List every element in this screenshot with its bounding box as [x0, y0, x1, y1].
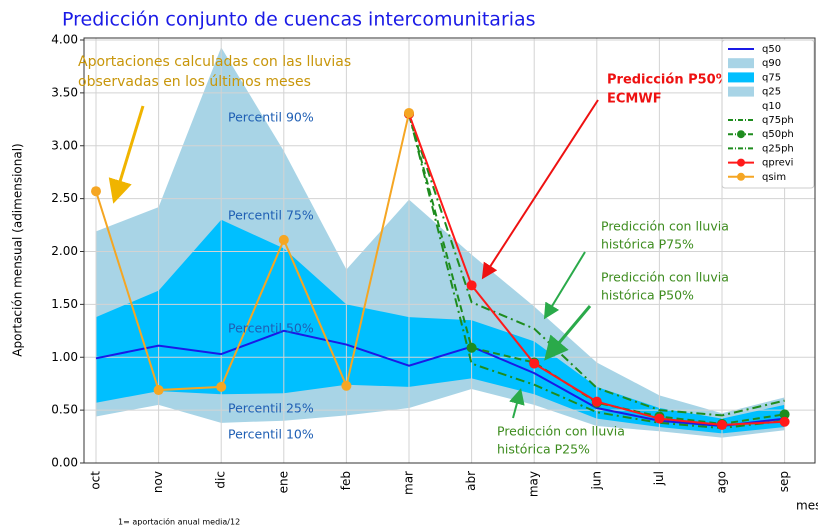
- arrow: [108, 105, 145, 204]
- legend-label: q75ph: [762, 115, 794, 126]
- legend-marker: [737, 130, 745, 139]
- x-tick-label: dic: [214, 471, 228, 489]
- y-tick-label: 3.00: [51, 138, 78, 152]
- point: [717, 419, 727, 430]
- annotation: Predicción con lluvia: [601, 270, 729, 285]
- x-tick-label: sep: [777, 471, 791, 492]
- point: [529, 358, 540, 369]
- y-tick-label: 0.50: [51, 403, 78, 417]
- legend-marker: [737, 158, 745, 167]
- annotation: histórica P25%: [497, 442, 590, 457]
- point: [779, 416, 790, 427]
- footnote: 1= aportación anual media/12: [118, 517, 240, 527]
- legend-label: q50: [762, 44, 781, 55]
- series-line: [95, 112, 410, 392]
- legend-label: qsim: [762, 172, 786, 183]
- legend-label: q25: [762, 87, 781, 98]
- legend-swatch: [728, 86, 754, 97]
- legend-label: q25ph: [762, 143, 794, 154]
- x-tick-label: feb: [339, 471, 353, 490]
- arrows: [108, 99, 599, 419]
- point: [278, 234, 289, 245]
- legend-label: qprevi: [762, 158, 793, 169]
- legend-label: q10: [762, 101, 781, 112]
- point: [466, 342, 477, 353]
- x-tick-label: jun: [589, 471, 603, 491]
- legend-swatch: [728, 72, 754, 83]
- plot-frame: [83, 37, 816, 464]
- y-axis-label: Aportación mensual (adimensional): [11, 143, 25, 356]
- y-tick-label: 3.50: [51, 85, 78, 99]
- x-tick-label: mar: [402, 471, 416, 495]
- band: [96, 219, 785, 434]
- y-tick-label: 1.00: [51, 350, 78, 364]
- y-tick-label: 1.50: [51, 297, 78, 311]
- annotation: observadas en los últimos meses: [78, 74, 311, 90]
- point: [591, 396, 602, 407]
- annotation: Percentil 50%: [228, 321, 314, 336]
- chart-title: Predicción conjunto de cuencas intercomu…: [62, 9, 536, 31]
- annotation: Predicción P50%: [607, 73, 729, 88]
- y-tick-label: 0.00: [51, 456, 78, 470]
- annotation: Percentil 75%: [228, 208, 314, 223]
- x-tick-label: jul: [652, 471, 666, 486]
- x-axis-label: mes: [796, 499, 818, 513]
- point: [466, 280, 477, 291]
- legend-label: q75: [762, 72, 781, 83]
- annotation: histórica P50%: [601, 288, 694, 303]
- y-tick-label: 4.00: [51, 33, 78, 47]
- point: [341, 380, 352, 391]
- annotation: Predicción con lluvia: [497, 424, 625, 439]
- x-tick-label: ago: [715, 471, 729, 493]
- x-tick-label: nov: [151, 471, 165, 493]
- y-tick-label: 2.50: [51, 191, 78, 205]
- annotation: Aportaciones calculadas con las lluvias: [78, 54, 351, 70]
- point: [153, 385, 164, 396]
- series-line: [408, 113, 785, 417]
- x-tick-label: ene: [276, 471, 290, 493]
- x-tick-label: oct: [89, 471, 103, 490]
- point: [654, 413, 665, 424]
- point: [779, 409, 790, 420]
- arrow: [509, 388, 525, 419]
- bands: [96, 47, 785, 438]
- annotation: Percentil 10%: [228, 427, 314, 442]
- annotation: Predicción con lluvia: [601, 219, 729, 234]
- annotation: Percentil 25%: [228, 401, 314, 416]
- legend-swatch: [728, 58, 754, 69]
- legend-marker: [737, 172, 745, 181]
- annotations: Aportaciones calculadas con las lluvias o…: [78, 54, 729, 457]
- point: [216, 381, 227, 392]
- legend-label: q90: [762, 58, 781, 69]
- legend: q50 q90 q75 q25 q10 q75ph q50ph q25ph qprevi qsim: [721, 39, 815, 189]
- arrow: [481, 99, 599, 280]
- legend-label: q50ph: [762, 129, 794, 140]
- point: [91, 186, 101, 197]
- x-tick-label: abr: [464, 471, 478, 491]
- point: [404, 107, 414, 118]
- annotation: Percentil 90%: [228, 110, 314, 125]
- arrow: [543, 251, 586, 320]
- y-tick-label: 2.00: [51, 244, 78, 258]
- x-tick-label: may: [527, 471, 541, 497]
- annotation: histórica P75%: [601, 237, 694, 252]
- annotation: ECMWF: [607, 92, 662, 107]
- series-line: [95, 329, 785, 427]
- arrow: [544, 305, 592, 361]
- lines: [91, 107, 790, 430]
